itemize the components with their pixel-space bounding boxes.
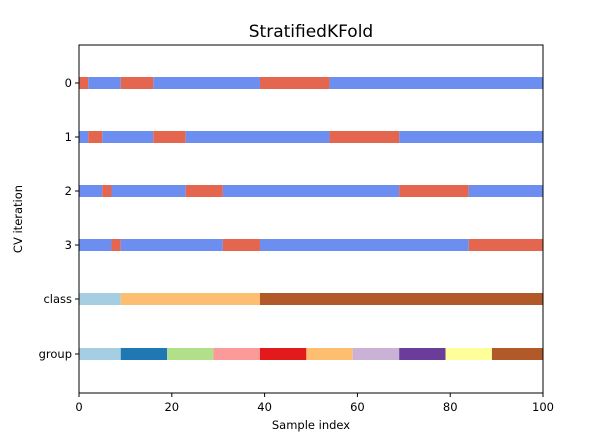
bar-segment-3-5 xyxy=(468,239,543,251)
y-tick-label: group xyxy=(39,347,72,361)
bar-segment-group-1 xyxy=(120,348,168,360)
bar-segment-3-2 xyxy=(120,239,223,251)
bar-segment-1-3 xyxy=(153,131,186,143)
bars-layer xyxy=(79,77,543,360)
x-tick-label: 40 xyxy=(257,400,272,414)
bar-segment-2-6 xyxy=(468,185,543,197)
bar-segment-0-4 xyxy=(259,77,330,89)
y-axis-label: CV iteration xyxy=(11,185,25,253)
x-axis-ticks: 0 20 40 60 80 100 xyxy=(75,393,554,414)
bar-segment-group-2 xyxy=(167,348,214,360)
bar-segment-class-0 xyxy=(79,293,121,305)
bar-segment-3-1 xyxy=(111,239,121,251)
bar-segment-2-0 xyxy=(79,185,103,197)
x-tick-label: 100 xyxy=(532,400,554,414)
x-tick-label: 20 xyxy=(164,400,179,414)
bar-segment-0-3 xyxy=(153,77,260,89)
bar-segment-3-3 xyxy=(222,239,260,251)
bar-segment-group-4 xyxy=(259,348,307,360)
bar-segment-group-8 xyxy=(445,348,492,360)
bar-segment-2-5 xyxy=(399,185,469,197)
x-tick-label: 0 xyxy=(75,400,82,414)
plot-frame xyxy=(78,44,544,394)
bar-segment-2-3 xyxy=(185,185,223,197)
bar-segment-3-4 xyxy=(259,239,469,251)
bar-segment-1-4 xyxy=(185,131,330,143)
bar-segment-1-6 xyxy=(399,131,543,143)
bar-segment-class-1 xyxy=(120,293,260,305)
bar-segment-group-6 xyxy=(352,348,400,360)
x-tick-label: 80 xyxy=(443,400,458,414)
bar-segment-group-9 xyxy=(491,348,543,360)
x-tick-label: 60 xyxy=(350,400,365,414)
bar-segment-1-5 xyxy=(329,131,400,143)
bar-segment-2-2 xyxy=(111,185,186,197)
bar-segment-0-5 xyxy=(329,77,543,89)
bar-segment-group-3 xyxy=(213,348,260,360)
bar-segment-0-1 xyxy=(88,77,121,89)
y-tick-label: 3 xyxy=(65,238,72,252)
bar-segment-group-7 xyxy=(399,348,446,360)
bar-segment-2-4 xyxy=(222,185,400,197)
bar-segment-group-5 xyxy=(306,348,353,360)
y-axis-ticks: 0 1 2 3 class group xyxy=(39,76,79,361)
bar-segment-class-2 xyxy=(259,293,543,305)
chart-title: StratifiedKFold xyxy=(249,22,373,42)
bar-segment-1-0 xyxy=(79,131,89,143)
bar-segment-1-2 xyxy=(102,131,154,143)
bar-segment-0-2 xyxy=(120,77,154,89)
bar-segment-0-0 xyxy=(79,77,89,89)
y-tick-label: 1 xyxy=(65,130,72,144)
bar-segment-group-0 xyxy=(79,348,121,360)
x-axis-label: Sample index xyxy=(272,418,350,432)
bar-segment-3-0 xyxy=(79,239,112,251)
y-tick-label: class xyxy=(43,292,72,306)
y-tick-label: 0 xyxy=(65,76,72,90)
bar-segment-1-1 xyxy=(88,131,103,143)
y-tick-label: 2 xyxy=(65,184,72,198)
bar-segment-2-1 xyxy=(102,185,112,197)
